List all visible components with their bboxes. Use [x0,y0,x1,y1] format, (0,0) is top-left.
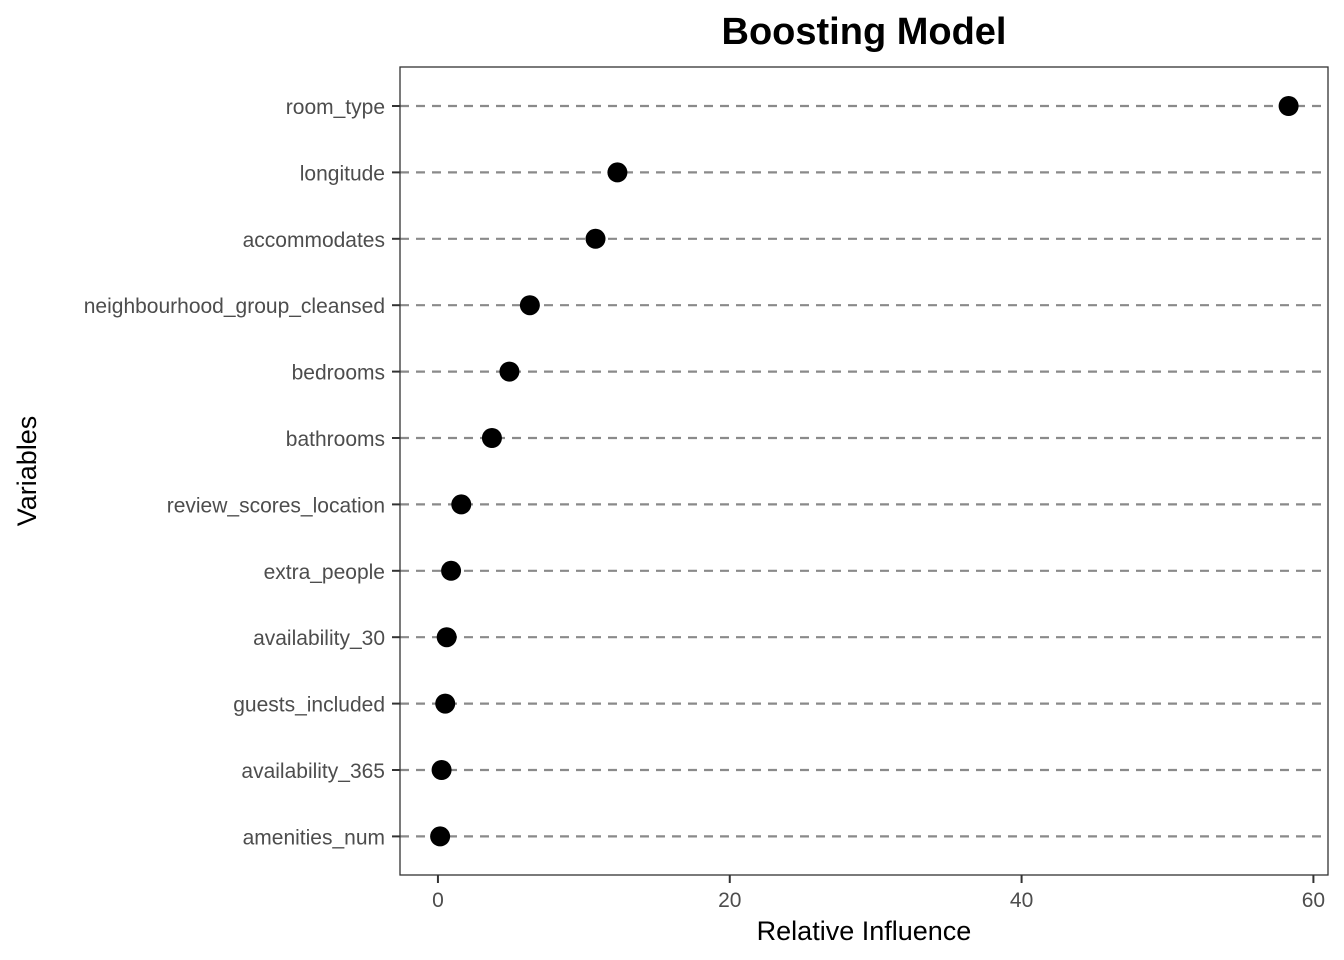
y-tick-label: accommodates [243,229,385,252]
data-point [499,361,520,382]
x-axis-title: Relative Influence [757,916,972,946]
x-tick-label: 20 [718,889,741,912]
data-point [1278,96,1299,116]
data-point [481,428,502,448]
x-tick-label: 0 [432,889,444,912]
y-tick-label: extra_people [264,561,385,584]
y-axis-title: Variables [12,416,42,527]
x-tick-label: 60 [1302,889,1325,912]
data-point [436,627,457,648]
x-axis: 0 20 40 60 [432,875,1325,912]
data-point [519,295,540,316]
y-tick-label: review_scores_location [167,494,385,517]
data-points [430,96,1299,847]
plot-panel [399,66,1329,876]
data-point [431,760,452,780]
y-axis: room_type longitude accommodates neighbourh… [84,96,400,849]
y-tick-label: availability_30 [253,627,385,650]
y-tick-label: availability_365 [241,760,385,783]
data-point [451,494,472,515]
reference-lines [400,104,1328,838]
y-tick-label: bathrooms [286,428,385,451]
y-tick-label: longitude [300,162,385,185]
y-tick-label: amenities_num [243,826,385,849]
y-tick-label: bedrooms [292,362,385,385]
data-point [585,228,606,249]
data-point [430,826,451,847]
data-point [435,693,456,714]
y-tick-label: neighbourhood_group_cleansed [84,295,385,318]
y-tick-label: room_type [286,96,385,119]
chart-title: Boosting Model [722,11,1007,53]
y-tick-label: guests_included [233,694,385,717]
x-tick-label: 40 [1010,889,1033,912]
data-point [441,560,462,581]
data-point [607,162,628,183]
